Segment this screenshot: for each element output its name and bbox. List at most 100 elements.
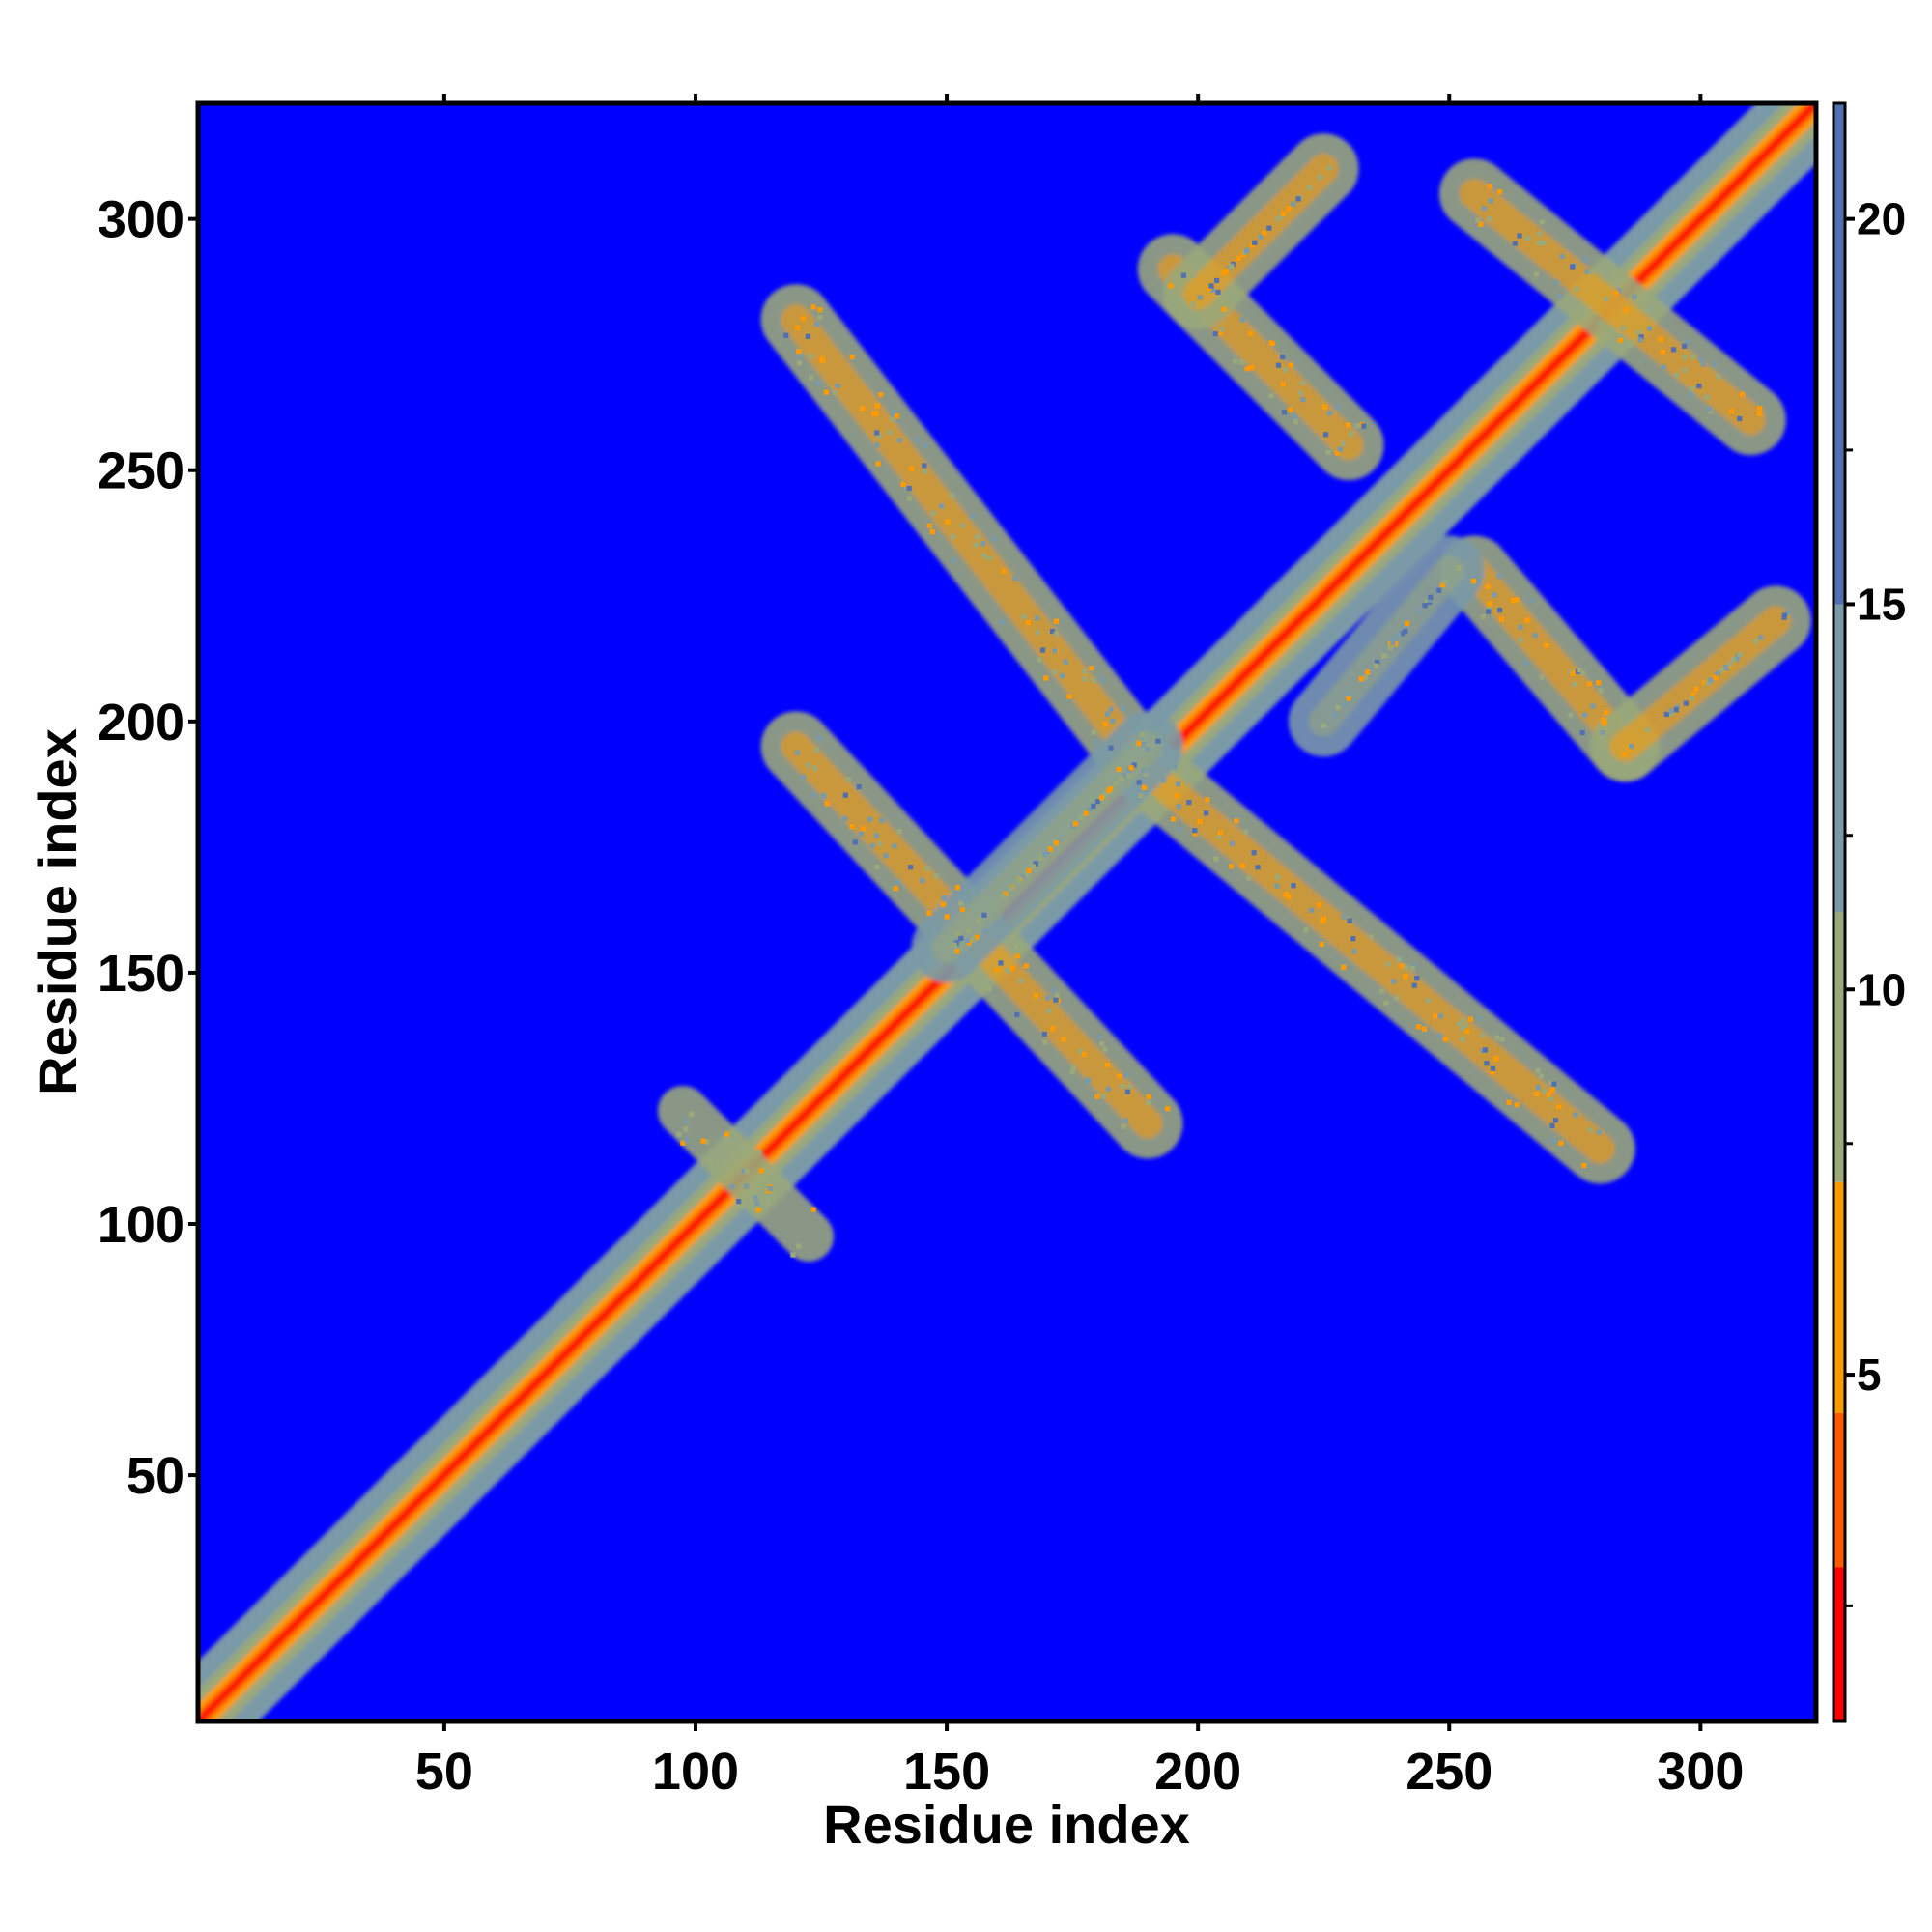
contact-band-core xyxy=(781,304,1163,787)
contact-band-core xyxy=(1459,555,1640,762)
contact-cell xyxy=(1078,1049,1084,1055)
contact-cell xyxy=(1532,633,1538,639)
contact-cell xyxy=(1043,675,1049,681)
contact-cell xyxy=(1269,340,1276,347)
contact-cell xyxy=(1110,718,1116,724)
contact-cell xyxy=(930,510,937,516)
contact-cell xyxy=(1033,992,1038,999)
contact-cell xyxy=(1099,676,1105,682)
contact-cell xyxy=(1414,976,1420,981)
contact-cell xyxy=(1442,1037,1449,1042)
contact-cell xyxy=(1023,963,1030,969)
contact-cell xyxy=(1362,674,1369,680)
contact-cell xyxy=(1082,676,1088,682)
contact-cell xyxy=(1548,1080,1554,1086)
contact-cell xyxy=(975,533,980,540)
contact-cell xyxy=(1327,411,1333,416)
y-tick-label: 150 xyxy=(98,945,185,1003)
contact-cell xyxy=(1213,277,1220,284)
contact-cell xyxy=(1411,982,1417,988)
contact-cell xyxy=(1498,616,1504,622)
contact-cell xyxy=(1497,608,1503,613)
contact-cell xyxy=(810,304,816,310)
contact-cell xyxy=(689,1111,695,1118)
contact-cell xyxy=(1688,392,1693,398)
contact-cell xyxy=(1514,597,1520,603)
contact-cell xyxy=(1316,902,1322,908)
contact-cell xyxy=(1416,609,1423,614)
contact-cell xyxy=(1053,997,1059,1003)
contact-cell xyxy=(1399,963,1405,969)
contact-cell xyxy=(1275,216,1281,222)
contact-cell xyxy=(1069,1069,1075,1075)
colorbar-segment xyxy=(1833,1567,1845,1721)
contact-cell xyxy=(887,430,893,436)
contact-cell xyxy=(1727,661,1733,668)
contact-cell xyxy=(1536,231,1542,237)
contact-cell xyxy=(1041,852,1048,858)
contact-cell xyxy=(817,314,823,321)
contact-cell xyxy=(1342,701,1348,707)
contact-cell xyxy=(707,1159,713,1165)
contact-cell xyxy=(1510,598,1517,604)
contact-cell xyxy=(1682,343,1688,349)
contact-cell xyxy=(1094,739,1099,745)
contact-cell xyxy=(766,1199,772,1205)
contact-cell xyxy=(1638,334,1644,340)
contact-cell xyxy=(1239,863,1245,868)
contact-cell xyxy=(1421,1026,1428,1032)
contact-cell xyxy=(1396,956,1402,963)
contact-cell xyxy=(1436,1033,1442,1038)
contact-cell xyxy=(1053,631,1059,637)
contact-cell xyxy=(1138,793,1144,799)
contact-cell xyxy=(1104,711,1111,717)
contact-cell xyxy=(1331,711,1337,718)
contact-cell xyxy=(1121,773,1127,779)
contact-cell xyxy=(1781,612,1788,618)
contact-cell xyxy=(1051,987,1057,994)
contact-cell xyxy=(743,1183,750,1189)
contact-cell xyxy=(1197,819,1203,825)
contact-cell xyxy=(994,967,1001,973)
contact-cell xyxy=(1098,795,1105,801)
colorbar-segment xyxy=(1833,604,1845,913)
contact-cell xyxy=(742,1150,749,1155)
contact-cell xyxy=(1102,722,1108,727)
contact-cell xyxy=(1673,707,1679,713)
contact-cell xyxy=(1303,927,1309,933)
contact-cell xyxy=(1050,1026,1056,1032)
contact-cell xyxy=(1146,1100,1151,1106)
contact-cell xyxy=(1471,579,1477,584)
contact-cell xyxy=(1361,423,1367,429)
contact-cell xyxy=(1785,610,1792,615)
contact-cell xyxy=(1091,729,1096,735)
contact-cell xyxy=(1480,1033,1486,1038)
contact-cell xyxy=(1588,270,1594,275)
contact-cell xyxy=(805,762,811,768)
contact-cell xyxy=(1291,201,1296,207)
contact-cell xyxy=(1485,583,1491,589)
contact-cell xyxy=(980,541,985,547)
contact-cell xyxy=(1488,198,1493,204)
contact-cell xyxy=(1248,330,1254,336)
contact-cell xyxy=(1704,394,1710,400)
contact-cell xyxy=(1122,1118,1128,1123)
contact-cell xyxy=(1645,727,1651,733)
contact-cell xyxy=(1463,1022,1468,1029)
contact-cell xyxy=(1478,221,1484,227)
y-axis-ticks: 50 100 150 200 250 300 xyxy=(98,191,198,1505)
contact-cell xyxy=(1325,449,1331,455)
contact-cell xyxy=(1317,174,1323,181)
contact-cell xyxy=(1539,219,1546,225)
contact-cell xyxy=(1212,330,1218,337)
contact-cell xyxy=(1308,907,1315,913)
contact-cell xyxy=(959,523,966,528)
contact-cell xyxy=(1341,964,1347,970)
contact-cell xyxy=(964,937,970,944)
contact-cell xyxy=(1001,568,1007,574)
contact-cell xyxy=(1590,703,1596,709)
contact-cell xyxy=(1392,635,1398,640)
contact-cell xyxy=(1715,670,1720,676)
x-tick-label: 200 xyxy=(1154,1743,1241,1801)
contact-cell xyxy=(1275,362,1282,368)
